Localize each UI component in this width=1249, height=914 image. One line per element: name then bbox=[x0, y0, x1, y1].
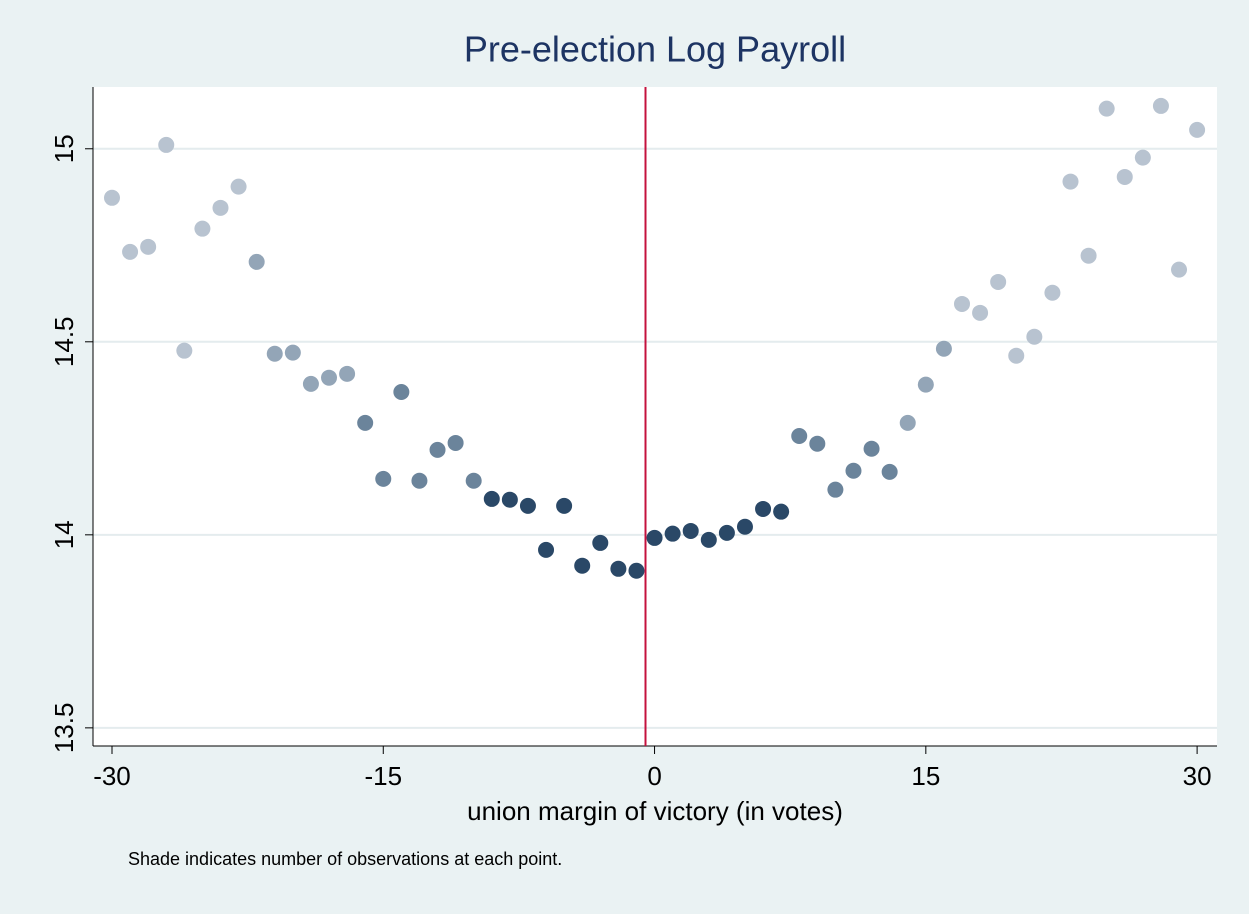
point bbox=[339, 365, 356, 382]
point bbox=[791, 427, 808, 444]
point bbox=[538, 541, 555, 558]
point bbox=[501, 491, 518, 508]
point bbox=[881, 463, 898, 480]
x-tick-label: -15 bbox=[364, 761, 402, 791]
point bbox=[574, 557, 591, 574]
point bbox=[682, 522, 699, 539]
point bbox=[321, 369, 338, 386]
chart-title: Pre-election Log Payroll bbox=[464, 29, 846, 70]
point bbox=[122, 243, 139, 260]
point bbox=[1080, 247, 1097, 264]
point bbox=[1152, 97, 1169, 114]
point bbox=[357, 414, 374, 431]
point bbox=[700, 531, 717, 548]
point bbox=[1062, 173, 1079, 190]
point bbox=[917, 376, 934, 393]
point bbox=[140, 238, 157, 255]
note: Shade indicates number of observations a… bbox=[128, 849, 562, 869]
point bbox=[158, 136, 175, 153]
point bbox=[755, 500, 772, 517]
point bbox=[194, 220, 211, 237]
point bbox=[990, 273, 1007, 290]
x-tick-label: -30 bbox=[93, 761, 131, 791]
point bbox=[556, 497, 573, 514]
point bbox=[1098, 100, 1115, 117]
point bbox=[935, 340, 952, 357]
point bbox=[248, 253, 265, 270]
point bbox=[266, 345, 283, 362]
point bbox=[393, 383, 410, 400]
point bbox=[103, 189, 120, 206]
point bbox=[953, 295, 970, 312]
point bbox=[863, 440, 880, 457]
point bbox=[628, 562, 645, 579]
point bbox=[773, 503, 790, 520]
point bbox=[212, 199, 229, 216]
point bbox=[429, 441, 446, 458]
x-tick-label: 0 bbox=[647, 761, 661, 791]
point bbox=[664, 525, 681, 542]
point bbox=[176, 342, 193, 359]
point bbox=[827, 481, 844, 498]
point bbox=[1026, 328, 1043, 345]
y-tick-label: 14.5 bbox=[49, 316, 79, 367]
x-tick-label: 30 bbox=[1183, 761, 1212, 791]
point bbox=[972, 304, 989, 321]
point bbox=[1116, 168, 1133, 185]
point bbox=[375, 470, 392, 487]
point bbox=[447, 434, 464, 451]
y-tick-label: 15 bbox=[49, 134, 79, 163]
plot-area bbox=[93, 87, 1217, 746]
y-tick-label: 14 bbox=[49, 520, 79, 549]
point bbox=[610, 560, 627, 577]
point bbox=[230, 178, 247, 195]
point bbox=[1008, 347, 1025, 364]
point bbox=[899, 414, 916, 431]
point bbox=[592, 534, 609, 551]
point bbox=[646, 529, 663, 546]
point bbox=[1134, 149, 1151, 166]
point bbox=[1189, 121, 1206, 138]
point bbox=[1171, 261, 1188, 278]
point bbox=[809, 435, 826, 452]
point bbox=[736, 518, 753, 535]
point bbox=[302, 375, 319, 392]
point bbox=[483, 490, 500, 507]
y-tick-label: 13.5 bbox=[49, 703, 79, 754]
x-axis-label: union margin of victory (in votes) bbox=[467, 796, 843, 826]
point bbox=[465, 472, 482, 489]
point bbox=[718, 524, 735, 541]
point bbox=[411, 472, 428, 489]
point bbox=[284, 344, 301, 361]
point bbox=[1044, 284, 1061, 301]
point bbox=[519, 497, 536, 514]
x-tick-label: 15 bbox=[911, 761, 940, 791]
point bbox=[845, 462, 862, 479]
